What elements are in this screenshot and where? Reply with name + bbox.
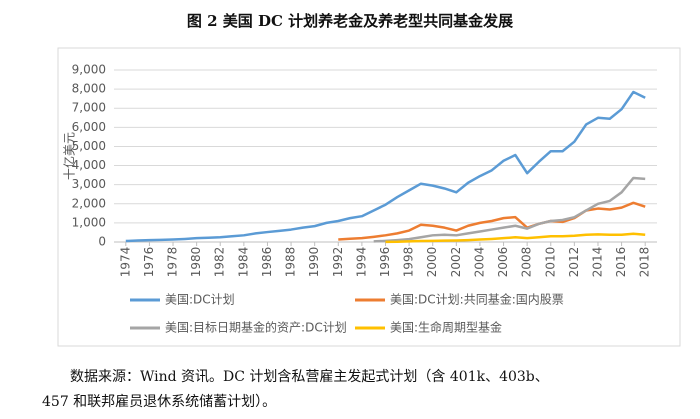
x-tick-label: 2000 bbox=[425, 247, 439, 278]
y-tick-label: 7,000 bbox=[72, 101, 106, 115]
y-tick-label: 4,000 bbox=[72, 158, 106, 172]
x-tick-label: 1984 bbox=[236, 247, 250, 278]
chart-frame bbox=[57, 47, 681, 347]
x-tick-label: 2010 bbox=[543, 247, 557, 278]
x-tick-label: 2004 bbox=[472, 247, 486, 278]
source-line: 数据来源：Wind 资讯。DC 计划含私营雇主发起式计划（含 401k、403b… bbox=[70, 368, 549, 385]
x-tick-label: 1978 bbox=[166, 247, 180, 278]
series-line bbox=[125, 90, 646, 243]
series-line bbox=[373, 176, 646, 243]
series-line bbox=[385, 232, 646, 244]
legend-label: 美国:目标日期基金的资产:DC计划 bbox=[165, 320, 347, 335]
x-tick-label: 2006 bbox=[496, 247, 510, 278]
x-tick-label: 2018 bbox=[638, 247, 652, 278]
x-tick-label: 1998 bbox=[402, 247, 416, 278]
x-tick-label: 1974 bbox=[118, 247, 132, 278]
legend-label: 美国:生命周期型基金 bbox=[390, 320, 502, 335]
x-tick-label: 2016 bbox=[614, 247, 628, 278]
series-line bbox=[338, 201, 646, 241]
y-tick-label: 8,000 bbox=[72, 82, 106, 96]
x-tick-label: 2002 bbox=[449, 247, 463, 278]
x-tick-label: 2014 bbox=[590, 247, 604, 278]
x-tick-label: 1986 bbox=[260, 247, 274, 278]
x-tick-label: 1996 bbox=[378, 247, 392, 278]
legend-label: 美国:DC计划 bbox=[165, 293, 235, 307]
y-tick-label: 1,000 bbox=[72, 215, 106, 229]
x-tick-label: 2008 bbox=[520, 247, 534, 278]
y-tick-label: 2,000 bbox=[72, 196, 106, 210]
source-line: 457 和联邦雇员退休系统储蓄计划）。 bbox=[42, 393, 276, 410]
x-tick-label: 1994 bbox=[354, 247, 368, 278]
y-tick-label: 3,000 bbox=[72, 177, 106, 191]
x-tick-label: 1990 bbox=[307, 247, 321, 278]
x-tick-label: 1988 bbox=[284, 247, 298, 278]
x-tick-label: 2012 bbox=[567, 247, 581, 278]
y-tick-label: 9,000 bbox=[72, 63, 106, 77]
y-tick-label: 0 bbox=[98, 235, 106, 249]
y-axis-label: 十亿美元 bbox=[62, 132, 77, 180]
x-tick-label: 1980 bbox=[189, 247, 203, 278]
x-tick-label: 1976 bbox=[142, 247, 156, 278]
x-tick-label: 1982 bbox=[213, 247, 227, 278]
y-tick-label: 6,000 bbox=[72, 120, 106, 134]
legend-label: 美国:DC计划:共同基金:国内股票 bbox=[390, 292, 564, 307]
chart-title: 图 2 美国 DC 计划养老金及养老型共同基金发展 bbox=[187, 12, 513, 30]
x-tick-label: 1992 bbox=[331, 247, 345, 278]
y-tick-label: 5,000 bbox=[72, 139, 106, 153]
